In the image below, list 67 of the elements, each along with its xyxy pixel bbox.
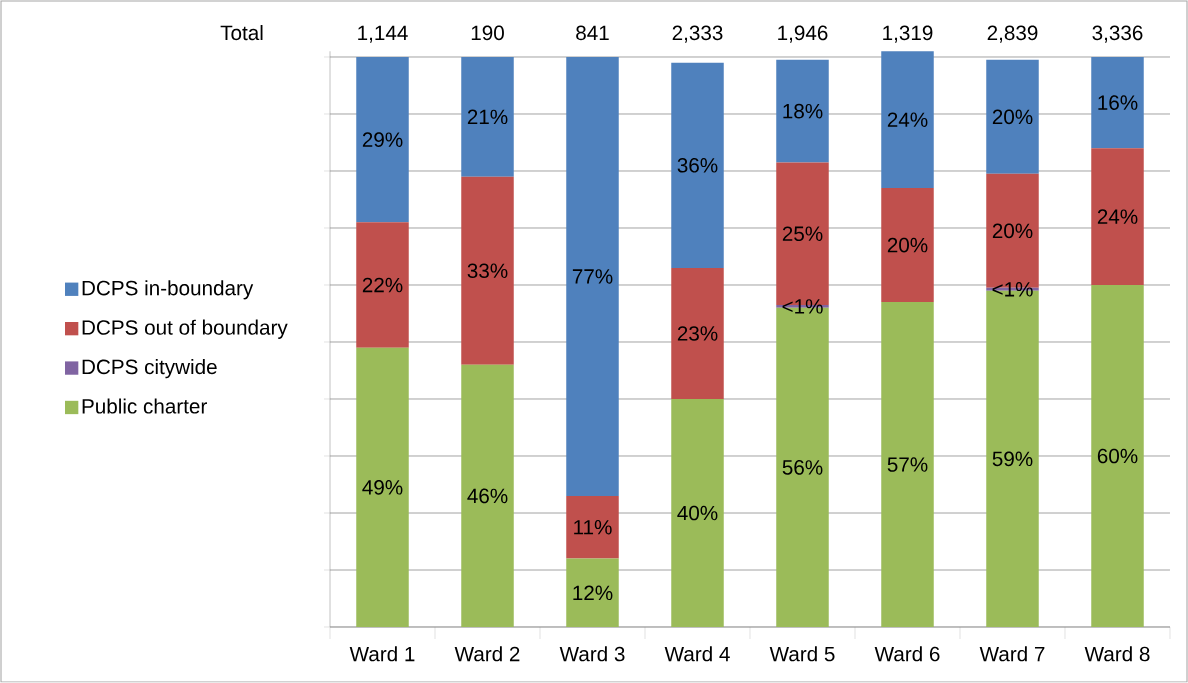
data-label: 29% xyxy=(362,132,403,147)
bar xyxy=(356,222,409,348)
text: 1,319 xyxy=(883,25,933,43)
bar xyxy=(671,399,724,627)
bar xyxy=(881,188,934,303)
data-label: 25% xyxy=(782,226,823,242)
data-label: 59% xyxy=(992,451,1033,467)
bar xyxy=(461,176,514,365)
bar xyxy=(566,56,619,496)
legend-label: DCPS citywide xyxy=(82,359,217,379)
bar xyxy=(881,302,934,627)
bar xyxy=(1091,56,1144,149)
x-tick-label: Ward 1 xyxy=(349,646,415,662)
legend-label: Public charter xyxy=(82,398,207,414)
text: 2,839 xyxy=(987,25,1038,43)
x-tick-label: Ward 4 xyxy=(664,646,730,662)
x-tick-label: Ward 8 xyxy=(1084,646,1150,662)
x-tick-label: Ward 5 xyxy=(769,646,835,662)
data-label: 22% xyxy=(362,277,403,293)
bar xyxy=(566,558,619,627)
x-tick-label: Ward 2 xyxy=(454,646,520,662)
data-label: 16% xyxy=(1098,95,1138,110)
data-label: 77% xyxy=(572,269,613,284)
data-label: 20% xyxy=(887,237,928,253)
bar xyxy=(356,347,409,627)
bar xyxy=(461,56,514,177)
text: 841 xyxy=(576,25,609,41)
text: 1,144 xyxy=(358,25,408,43)
bar xyxy=(356,56,409,223)
data-label: 21% xyxy=(467,109,508,125)
data-label: 36% xyxy=(677,157,718,173)
bar xyxy=(986,59,1039,174)
bar xyxy=(566,495,619,559)
text: 3,336 xyxy=(1092,25,1143,43)
data-label: 40% xyxy=(677,505,718,521)
x-tick-label: Ward 6 xyxy=(874,646,940,662)
data-label: 33% xyxy=(467,263,508,279)
data-label: 20% xyxy=(992,223,1033,239)
bar xyxy=(776,59,829,163)
text: 2,333 xyxy=(672,25,723,43)
bar xyxy=(671,267,724,399)
x-tick-label: Ward 7 xyxy=(979,646,1045,662)
legend-label: DCPS in-boundary xyxy=(82,280,254,300)
data-label: 56% xyxy=(782,460,823,475)
bar xyxy=(1091,284,1144,627)
data-label: 60% xyxy=(1097,448,1138,464)
x-tick-label: Ward 3 xyxy=(559,646,625,662)
data-label: 23% xyxy=(677,326,718,341)
data-label: 12% xyxy=(573,585,613,601)
data-label: <1% xyxy=(782,299,823,314)
data-label: <1% xyxy=(992,282,1033,297)
bar xyxy=(881,51,934,189)
text: 1,946 xyxy=(778,25,828,43)
data-label: 11% xyxy=(574,520,612,535)
text: 190 xyxy=(471,25,504,41)
data-label: 49% xyxy=(362,480,403,495)
data-label: 20% xyxy=(992,109,1033,125)
bar xyxy=(671,62,724,268)
data-label: 18% xyxy=(783,103,823,119)
data-label: 24% xyxy=(1097,209,1138,224)
bar xyxy=(1091,148,1144,285)
bar xyxy=(461,364,514,627)
data-label: 46% xyxy=(467,488,508,504)
text: Total xyxy=(220,25,263,41)
legend-label: DCPS out of boundary xyxy=(82,319,288,339)
data-label: 24% xyxy=(887,112,928,127)
data-label: 57% xyxy=(887,457,928,472)
